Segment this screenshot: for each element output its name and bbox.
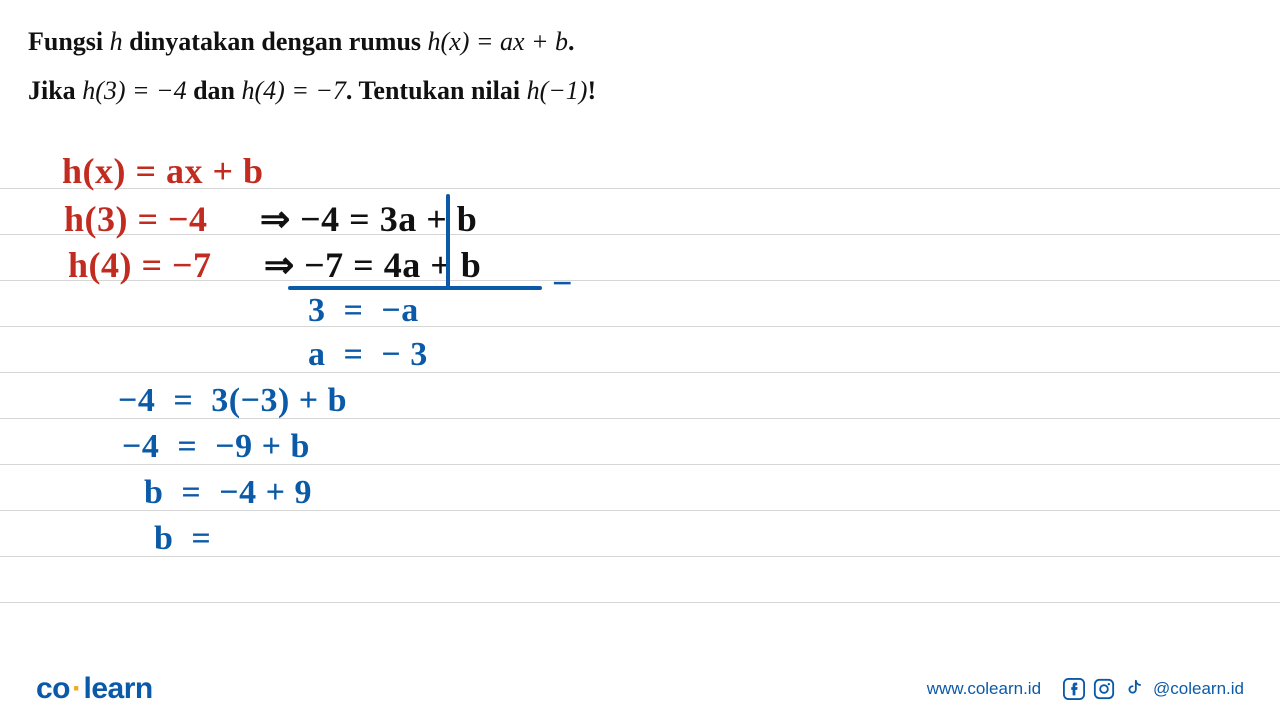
hw-line-2a: h(3) = −4 [64,198,208,240]
formula: h(x) = ax + b [428,27,569,56]
minus-sign: − [552,262,573,304]
ruled-line [0,372,1280,373]
hw-line-2b: ⇒ −4 = 3a + b [260,198,477,240]
ask: h(−1) [527,76,588,105]
hw-line-3a: h(4) = −7 [68,244,212,286]
text: Fungsi [28,27,110,56]
problem-line-1: Fungsi h dinyatakan dengan rumus h(x) = … [28,22,1252,61]
text: Jika [28,76,82,105]
hw-line-9: b = [154,520,211,558]
cond1: h(3) = −4 [82,76,186,105]
text: . [568,27,575,56]
facebook-icon [1063,678,1085,700]
hw-line-1: h(x) = ax + b [62,150,264,192]
footer-handle: @colearn.id [1153,679,1244,699]
var-h: h [110,27,123,56]
text: dinyatakan dengan rumus [123,27,428,56]
problem-line-2: Jika h(3) = −4 dan h(4) = −7. Tentukan n… [28,71,1252,110]
instagram-icon [1093,678,1115,700]
subtraction-vbar [446,194,450,288]
hw-line-7: −4 = −9 + b [122,428,310,466]
footer-url: www.colearn.id [927,679,1041,699]
logo-left: co [36,672,70,705]
socials: @colearn.id [1063,678,1244,700]
hw-line-6: −4 = 3(−3) + b [118,382,347,420]
tiktok-icon [1123,678,1145,700]
hw-line-5: a = − 3 [308,336,428,374]
footer: co·learn www.colearn.id @colearn.id [0,658,1280,720]
text: . Tentukan nilai [346,76,527,105]
brand-logo: co·learn [36,672,153,706]
logo-right: learn [84,672,153,705]
cond2: h(4) = −7 [242,76,346,105]
footer-right: www.colearn.id @colearn.id [927,678,1244,700]
hw-line-4: 3 = −a [308,292,419,330]
work-area: h(x) = ax + b h(3) = −4 ⇒ −4 = 3a + b h(… [0,148,1280,608]
logo-dot: · [70,672,84,705]
ruled-line [0,602,1280,603]
text: dan [187,76,242,105]
subtraction-underline [288,286,542,290]
text: ! [587,76,596,105]
problem-statement: Fungsi h dinyatakan dengan rumus h(x) = … [28,22,1252,110]
ruled-line [0,326,1280,327]
hw-line-8: b = −4 + 9 [144,474,312,512]
